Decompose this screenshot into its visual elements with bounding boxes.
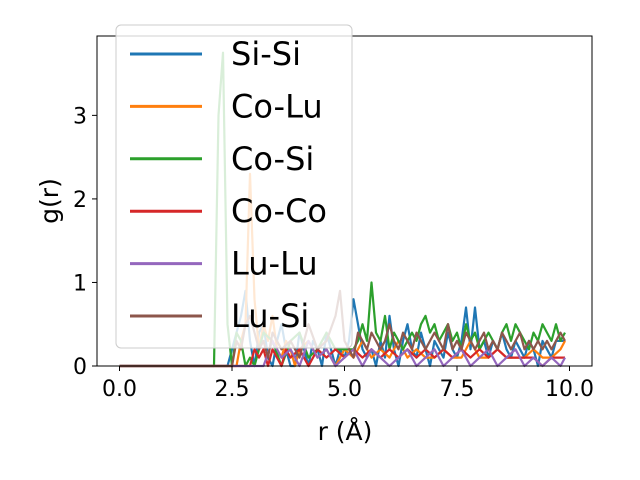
y-tick-label: 0	[73, 355, 87, 380]
x-tick-label: 7.5	[440, 377, 475, 402]
y-tick-label: 3	[73, 104, 87, 129]
legend-label-co-lu: Co-Lu	[231, 87, 323, 125]
legend-label-co-co: Co-Co	[231, 192, 327, 230]
x-tick-label: 0.0	[102, 377, 137, 402]
legend-label-lu-lu: Lu-Lu	[231, 245, 318, 283]
x-tick-label: 5.0	[327, 377, 362, 402]
legend-label-co-si: Co-Si	[231, 140, 314, 178]
legend-label-si-si: Si-Si	[231, 35, 301, 73]
x-axis-label: r (Å)	[318, 417, 373, 446]
legend-label-lu-si: Lu-Si	[231, 297, 309, 335]
y-tick-label: 1	[73, 271, 87, 296]
x-tick-label: 2.5	[215, 377, 250, 402]
x-tick-label: 10.0	[545, 377, 594, 402]
y-tick-label: 2	[73, 188, 87, 213]
y-axis-label: g(r)	[35, 178, 64, 224]
legend: Si-Si Co-Lu Co-Si Co-Co Lu-Lu Lu-Si	[115, 24, 353, 349]
y-axis-ticks: 0 1 2 3	[73, 104, 97, 380]
legend-entries: Si-Si Co-Lu Co-Si Co-Co Lu-Lu Lu-Si	[130, 35, 327, 335]
x-axis-ticks: 0.0 2.5 5.0 7.5 10.0	[102, 366, 594, 402]
